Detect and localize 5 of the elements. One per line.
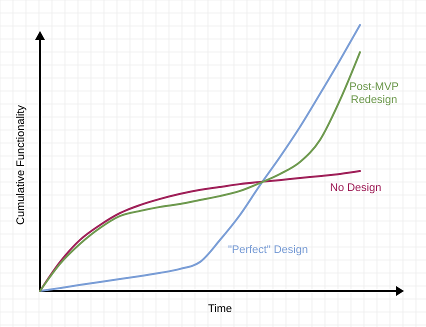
x-axis-title: Time xyxy=(208,303,232,315)
series-label: "Perfect" Design xyxy=(228,244,308,256)
series-label: No Design xyxy=(330,182,382,194)
series-label: Post-MVP Redesign xyxy=(349,81,399,106)
y-axis-title: Cumulative Functionality xyxy=(15,104,27,225)
